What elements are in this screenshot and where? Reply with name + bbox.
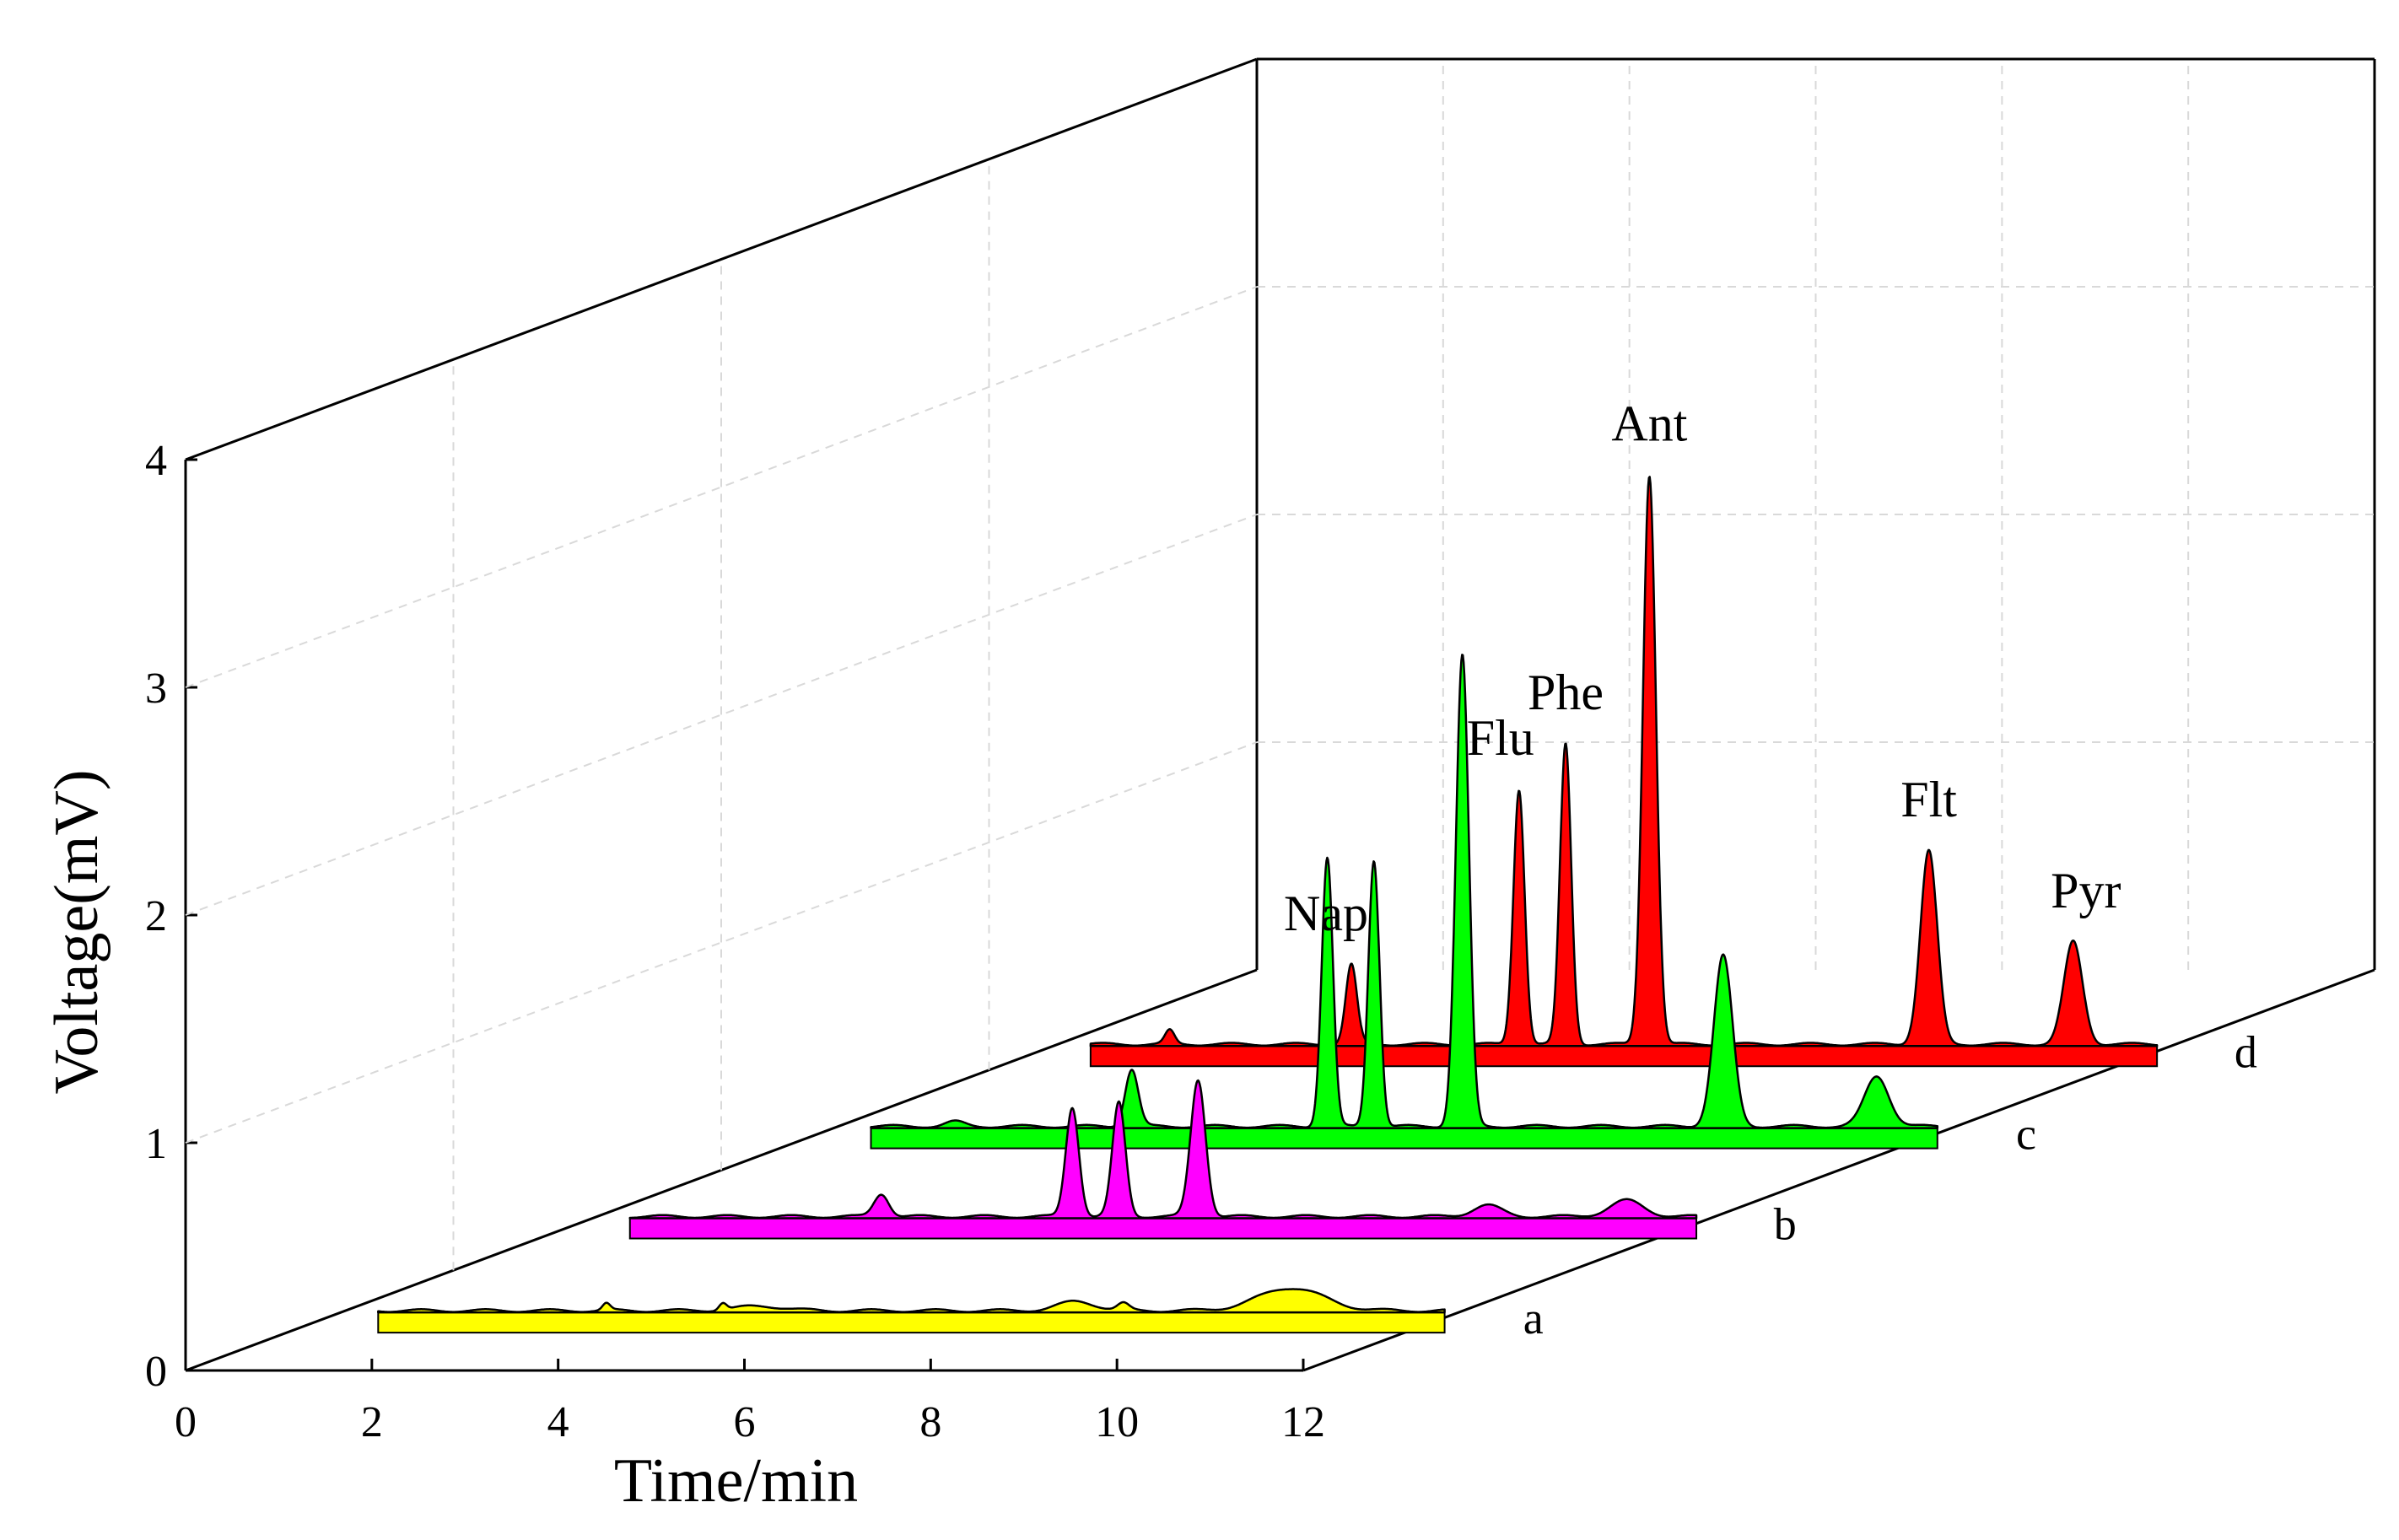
- series-label: d: [2235, 1026, 2257, 1077]
- peak-label: Flu: [1467, 710, 1534, 766]
- series-c: [870, 654, 1939, 1150]
- y-tick-label: 0: [145, 1348, 167, 1396]
- series-label: c: [2016, 1109, 2036, 1160]
- peak-label: Pyr: [2051, 863, 2121, 918]
- x-tick-label: 0: [175, 1398, 197, 1446]
- y-tick-label: 3: [145, 665, 167, 713]
- x-tick-label: 6: [734, 1398, 756, 1446]
- y-tick-label: 4: [145, 437, 167, 485]
- series-trace: [628, 1079, 1698, 1220]
- series-label: b: [1774, 1199, 1797, 1250]
- series-label: a: [1523, 1293, 1544, 1343]
- series-traces: [377, 476, 2159, 1334]
- x-tick-label: 4: [547, 1398, 569, 1446]
- y-tick-label: 1: [145, 1120, 167, 1168]
- chart-frame: [184, 57, 2376, 1372]
- series-a: [377, 1288, 1446, 1334]
- series-base-strip: [377, 1311, 1446, 1334]
- y-tick-label: 2: [145, 892, 167, 940]
- series-trace: [377, 1288, 1446, 1314]
- series-trace: [870, 654, 1939, 1129]
- x-tick-label: 2: [361, 1398, 383, 1446]
- y-axis-title: Voltage(mV): [42, 770, 111, 1095]
- peak-label: Phe: [1528, 665, 1604, 720]
- peak-label: Nap: [1284, 886, 1368, 941]
- x-axis-title: Time/min: [614, 1446, 858, 1516]
- series-trace: [1089, 476, 2159, 1047]
- series-b: [628, 1079, 1698, 1240]
- x-tick-label: 8: [919, 1398, 941, 1446]
- frame-top-left-edge: [185, 57, 1258, 461]
- grid: [185, 59, 2375, 1271]
- x-tick-label: 10: [1095, 1398, 1139, 1446]
- series-d: [1089, 476, 2159, 1068]
- gridline-left-wall: [185, 514, 1258, 916]
- series-base-strip: [870, 1127, 1938, 1150]
- series-base-strip: [628, 1217, 1698, 1240]
- series-base-strip: [1089, 1045, 2159, 1068]
- peak-label: Ant: [1611, 396, 1687, 452]
- frame-bottom-right-edge: [1302, 968, 2375, 1372]
- x-tick-label: 12: [1281, 1398, 1325, 1446]
- gridline-left-wall: [185, 741, 1258, 1144]
- gridline-left-wall: [185, 286, 1258, 688]
- peak-label: Flt: [1900, 772, 1957, 827]
